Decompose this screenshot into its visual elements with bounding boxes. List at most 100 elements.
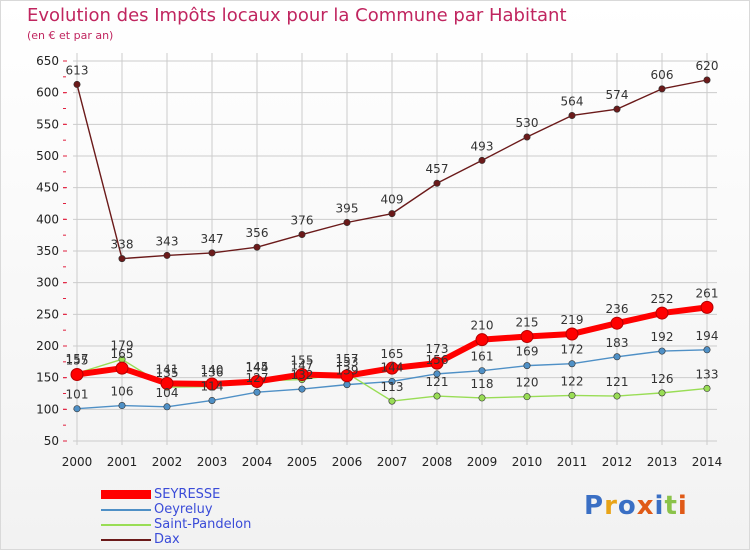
data-point-oeyreluy — [253, 388, 261, 396]
data-label-oeyreluy: 104 — [156, 386, 179, 400]
data-point-saint-pandelon — [703, 384, 711, 392]
data-label-dax: 620 — [696, 59, 719, 73]
chart-title: Evolution des Impôts locaux pour la Comm… — [27, 5, 567, 26]
y-tick-label: 100 — [36, 402, 59, 416]
legend-swatch — [101, 538, 151, 541]
data-point-oeyreluy — [388, 377, 396, 385]
data-label-dax: 395 — [336, 202, 359, 216]
data-label-seyresse: 236 — [606, 302, 629, 316]
x-tick-label: 2009 — [467, 455, 498, 469]
data-point-oeyreluy — [568, 360, 576, 368]
x-tick-label: 2001 — [107, 455, 138, 469]
logo-letter: i — [654, 491, 665, 521]
data-label-dax: 343 — [156, 234, 179, 248]
y-tick-label: 400 — [36, 212, 59, 226]
data-point-seyresse — [385, 361, 399, 375]
data-point-saint-pandelon — [388, 397, 396, 405]
data-point-seyresse — [70, 368, 84, 381]
data-label-seyresse: 155 — [291, 354, 314, 368]
x-tick-label: 2013 — [647, 455, 678, 469]
data-point-dax — [523, 133, 531, 141]
data-label-saint-pandelon: 121 — [426, 375, 449, 389]
data-point-dax — [433, 179, 441, 187]
y-tick-label: 450 — [36, 181, 59, 195]
legend-label: SEYRESSE — [154, 487, 221, 502]
data-point-saint-pandelon — [523, 393, 531, 401]
data-point-saint-pandelon — [478, 394, 486, 402]
logo-letter: i — [677, 491, 688, 521]
data-label-oeyreluy: 192 — [651, 330, 674, 344]
data-label-oeyreluy: 132 — [291, 368, 314, 382]
data-label-oeyreluy: 172 — [561, 343, 584, 357]
x-tick-label: 2004 — [242, 455, 273, 469]
data-point-dax — [208, 249, 216, 257]
data-point-seyresse — [160, 376, 174, 390]
y-tick-label: 200 — [36, 339, 59, 353]
data-point-seyresse — [295, 368, 309, 381]
data-label-dax: 493 — [471, 139, 494, 153]
x-tick-label: 2000 — [62, 455, 93, 469]
data-point-oeyreluy — [118, 402, 126, 410]
data-point-seyresse — [115, 361, 129, 375]
data-point-oeyreluy — [298, 385, 306, 393]
data-label-seyresse: 215 — [516, 316, 539, 330]
data-point-dax — [253, 243, 261, 251]
data-point-dax — [343, 219, 351, 227]
data-point-seyresse — [475, 333, 489, 347]
proxiti-logo: Proxiti — [584, 491, 688, 521]
data-label-saint-pandelon: 118 — [471, 377, 494, 391]
data-point-seyresse — [520, 330, 534, 343]
data-point-saint-pandelon — [613, 392, 621, 400]
data-label-oeyreluy: 194 — [696, 329, 719, 343]
y-tick-label: 500 — [36, 149, 59, 163]
data-point-seyresse — [655, 306, 669, 320]
data-point-seyresse — [340, 369, 354, 383]
data-label-oeyreluy: 161 — [471, 350, 494, 364]
y-tick-label: 300 — [36, 276, 59, 290]
data-point-saint-pandelon — [568, 391, 576, 399]
data-label-saint-pandelon: 120 — [516, 376, 539, 390]
data-label-dax: 606 — [651, 68, 674, 82]
legend-item: Dax — [101, 532, 251, 547]
y-tick-label: 150 — [36, 371, 59, 385]
data-point-saint-pandelon — [433, 392, 441, 400]
legend-item: Oeyreluy — [101, 502, 251, 517]
data-label-saint-pandelon: 147 — [291, 359, 314, 373]
data-label-oeyreluy: 114 — [201, 379, 224, 393]
data-point-dax — [298, 231, 306, 239]
x-tick-label: 2010 — [512, 455, 543, 469]
x-tick-label: 2005 — [287, 455, 318, 469]
data-label-saint-pandelon: 179 — [111, 338, 134, 352]
y-tick-label: 50 — [44, 434, 59, 448]
legend-swatch — [101, 523, 151, 526]
data-point-seyresse — [250, 374, 264, 388]
data-label-seyresse: 252 — [651, 292, 674, 306]
data-label-oeyreluy: 106 — [111, 385, 134, 399]
data-label-saint-pandelon: 122 — [561, 374, 584, 388]
logo-letter: x — [636, 491, 655, 521]
data-label-saint-pandelon: 135 — [156, 366, 179, 380]
data-point-oeyreluy — [433, 370, 441, 378]
chart-legend: SEYRESSE Oeyreluy Saint-Pandelon Dax — [101, 487, 251, 547]
data-point-dax — [568, 111, 576, 119]
legend-label: Oeyreluy — [154, 502, 213, 517]
data-point-dax — [388, 210, 396, 218]
data-point-dax — [163, 251, 171, 259]
data-point-seyresse — [205, 377, 219, 391]
data-label-dax: 530 — [516, 116, 539, 130]
data-label-dax: 457 — [426, 162, 449, 176]
logo-letter: o — [617, 491, 637, 521]
data-point-dax — [478, 156, 486, 164]
data-point-oeyreluy — [343, 381, 351, 389]
data-label-saint-pandelon: 145 — [246, 360, 269, 374]
data-label-oeyreluy: 144 — [381, 360, 404, 374]
data-label-saint-pandelon: 121 — [606, 375, 629, 389]
data-label-dax: 409 — [381, 193, 404, 207]
logo-letter: r — [604, 491, 618, 521]
y-tick-label: 650 — [36, 54, 59, 68]
data-label-saint-pandelon: 157 — [66, 352, 89, 366]
data-label-seyresse: 210 — [471, 319, 494, 333]
data-label-seyresse: 140 — [201, 363, 224, 377]
logo-letter: P — [584, 491, 605, 521]
data-label-saint-pandelon: 157 — [336, 352, 359, 366]
